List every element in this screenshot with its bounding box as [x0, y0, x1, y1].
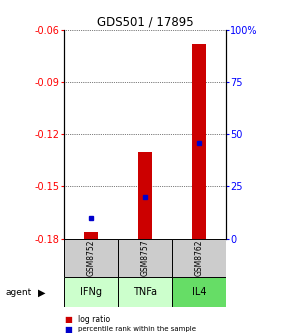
- Text: ■: ■: [64, 316, 72, 324]
- Text: IL4: IL4: [192, 287, 206, 297]
- Text: ▶: ▶: [38, 287, 45, 297]
- Bar: [64, 239, 118, 277]
- Text: agent: agent: [6, 288, 32, 297]
- Bar: [84, 232, 98, 239]
- Text: ■: ■: [64, 325, 72, 334]
- Text: IFNg: IFNg: [80, 287, 102, 297]
- Text: percentile rank within the sample: percentile rank within the sample: [78, 326, 196, 332]
- Bar: [172, 239, 226, 277]
- Text: GSM8752: GSM8752: [86, 240, 95, 276]
- Bar: [172, 277, 226, 307]
- Text: GDS501 / 17895: GDS501 / 17895: [97, 15, 193, 28]
- Text: TNFa: TNFa: [133, 287, 157, 297]
- Bar: [118, 239, 172, 277]
- Bar: [118, 277, 172, 307]
- Bar: [138, 152, 152, 239]
- Bar: [64, 277, 118, 307]
- Bar: [192, 44, 206, 239]
- Text: log ratio: log ratio: [78, 316, 110, 324]
- Text: GSM8757: GSM8757: [140, 240, 150, 276]
- Text: GSM8762: GSM8762: [195, 240, 204, 276]
